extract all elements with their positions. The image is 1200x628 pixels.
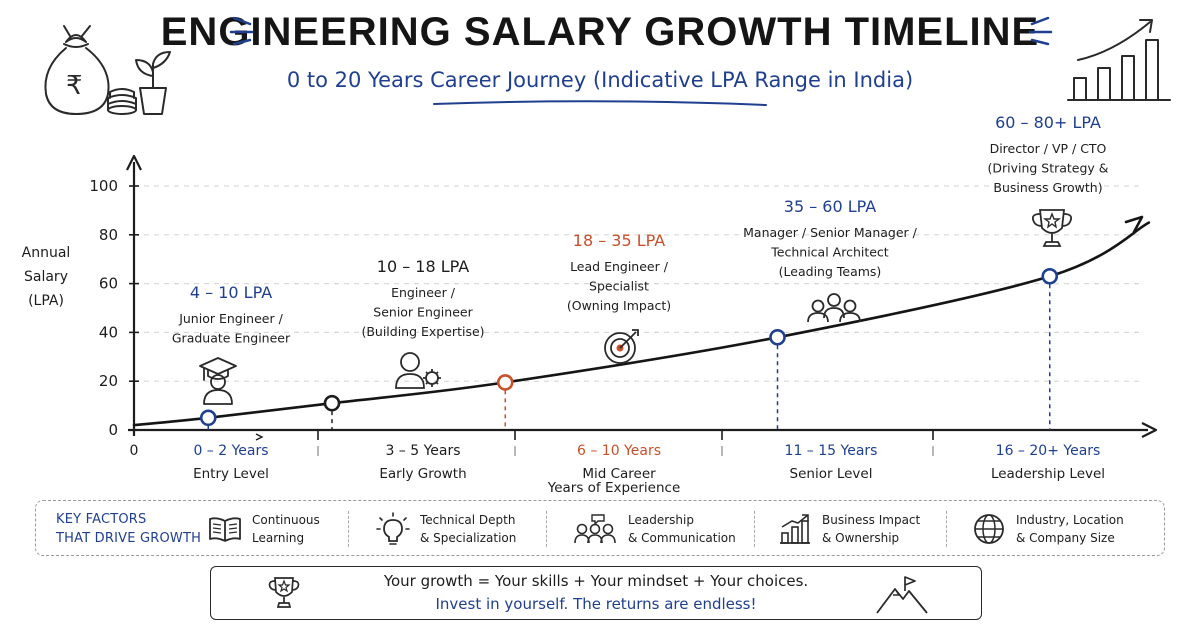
- team-icon: [807, 293, 861, 323]
- milestone-role-label: Business Growth): [993, 180, 1102, 195]
- y-tick-label: 100: [89, 177, 118, 195]
- milestone-point: [1041, 267, 1059, 285]
- growth-chart-icon: [1067, 19, 1171, 101]
- y-tick-label: 20: [99, 372, 118, 390]
- factor-divider: [754, 511, 755, 547]
- y-tick-label: 60: [99, 275, 118, 293]
- engineer-gear-icon: [395, 352, 441, 389]
- book-icon: [209, 517, 241, 542]
- quote-line-1: Your growth = Your skills + Your mindset…: [383, 572, 809, 590]
- trophy-icon: [1031, 209, 1073, 247]
- milestone-role-label: Specialist: [589, 279, 649, 294]
- page-subtitle: 0 to 20 Years Career Journey (Indicative…: [286, 68, 914, 92]
- factor-divider: [946, 511, 947, 547]
- growth-quote-box: Your growth = Your skills + Your mindset…: [210, 566, 982, 620]
- period-label: 0 – 2 Years: [193, 443, 268, 459]
- bar-growth-icon: [780, 514, 810, 544]
- x-axis-label: Years of Experience: [547, 480, 681, 496]
- y-tick-label: 80: [99, 226, 118, 244]
- milestone-role-label: Manager / Senior Manager /: [743, 225, 917, 240]
- x-origin-label: 0: [130, 443, 139, 459]
- trophy-icon: [268, 577, 300, 608]
- stage-label: Mid Career: [582, 466, 656, 482]
- factor-continuous-learning: Continuous Learning: [208, 509, 320, 549]
- key-factors-title: KEY FACTORS THAT DRIVE GROWTH: [56, 512, 202, 546]
- milestone-role-label: (Driving Strategy &: [987, 161, 1108, 176]
- period-label: 3 – 5 Years: [385, 443, 460, 459]
- milestone-role-label: Lead Engineer /: [570, 259, 669, 274]
- milestone-role-label: (Owning Impact): [567, 298, 671, 313]
- subtitle-underline: [433, 100, 767, 106]
- milestone-point: [323, 394, 341, 412]
- lightbulb-icon: [376, 512, 410, 545]
- factor-leadership: Leadership & Communication: [572, 509, 736, 549]
- key-factors-panel: KEY FACTORS THAT DRIVE GROWTH Continuous…: [35, 500, 1165, 556]
- factor-technical-depth: Technical Depth & Specialization: [376, 509, 516, 549]
- milestone-role-label: Junior Engineer /: [178, 311, 283, 326]
- milestone-role-label: (Leading Teams): [779, 264, 882, 279]
- milestone-range-label: 60 – 80+ LPA: [995, 113, 1101, 132]
- period-label: 11 – 15 Years: [785, 443, 878, 459]
- milestone-point: [496, 374, 514, 391]
- y-axis-label: Salary: [24, 269, 68, 285]
- milestone-role-label: (Building Expertise): [361, 324, 484, 339]
- period-label: 6 – 10 Years: [577, 443, 661, 459]
- milestone-point: [769, 328, 786, 346]
- title-dash-right: [1028, 16, 1053, 46]
- y-axis-label: (LPA): [28, 293, 64, 309]
- stage-label: Entry Level: [193, 466, 269, 482]
- milestone-range-label: 18 – 35 LPA: [573, 231, 666, 250]
- stage-label: Senior Level: [790, 466, 873, 482]
- people-icon: [574, 514, 616, 544]
- curve-arrowhead: [1124, 215, 1144, 234]
- globe-icon: [974, 514, 1004, 544]
- money-bag-icon: ₹: [44, 25, 171, 115]
- milestone-role-label: Engineer /: [391, 285, 456, 300]
- milestone-range-label: 10 – 18 LPA: [377, 257, 470, 276]
- y-tick-label: 40: [99, 323, 118, 341]
- title-dash-left: [229, 16, 254, 46]
- salary-chart: 0 20 40 60 80 100 0 4 – 10 LPA Junior Engineer…: [22, 113, 1158, 496]
- milestone-role-label: Director / VP / CTO: [990, 141, 1107, 156]
- stage-label: Leadership Level: [991, 466, 1105, 482]
- milestone-range-label: 4 – 10 LPA: [190, 283, 272, 302]
- y-tick-label: 0: [108, 421, 118, 439]
- mountain-flag-icon: [876, 576, 928, 614]
- milestone-role-label: Graduate Engineer: [172, 331, 291, 346]
- page-title: ENGINEERING SALARY GROWTH TIMELINE: [160, 10, 1040, 54]
- quote-line-2: Invest in yourself. The returns are endl…: [435, 595, 757, 613]
- salary-growth-curve: [132, 221, 1151, 427]
- factor-divider: [546, 511, 547, 547]
- milestone-role-label: Technical Architect: [770, 245, 889, 260]
- target-icon: [604, 329, 639, 364]
- factor-business-impact: Business Impact & Ownership: [778, 509, 920, 549]
- milestone-point: [199, 409, 217, 427]
- x-minor-tick: [255, 433, 264, 441]
- y-axis-label: Annual: [22, 245, 71, 261]
- factor-industry-location: Industry, Location & Company Size: [972, 509, 1124, 549]
- svg-text:₹: ₹: [66, 71, 83, 101]
- graduate-icon: [199, 357, 237, 405]
- stage-label: Early Growth: [379, 466, 466, 482]
- milestone-role-label: Senior Engineer: [373, 305, 473, 320]
- period-label: 16 – 20+ Years: [996, 443, 1101, 459]
- factor-divider: [348, 511, 349, 547]
- milestone-range-label: 35 – 60 LPA: [784, 197, 877, 216]
